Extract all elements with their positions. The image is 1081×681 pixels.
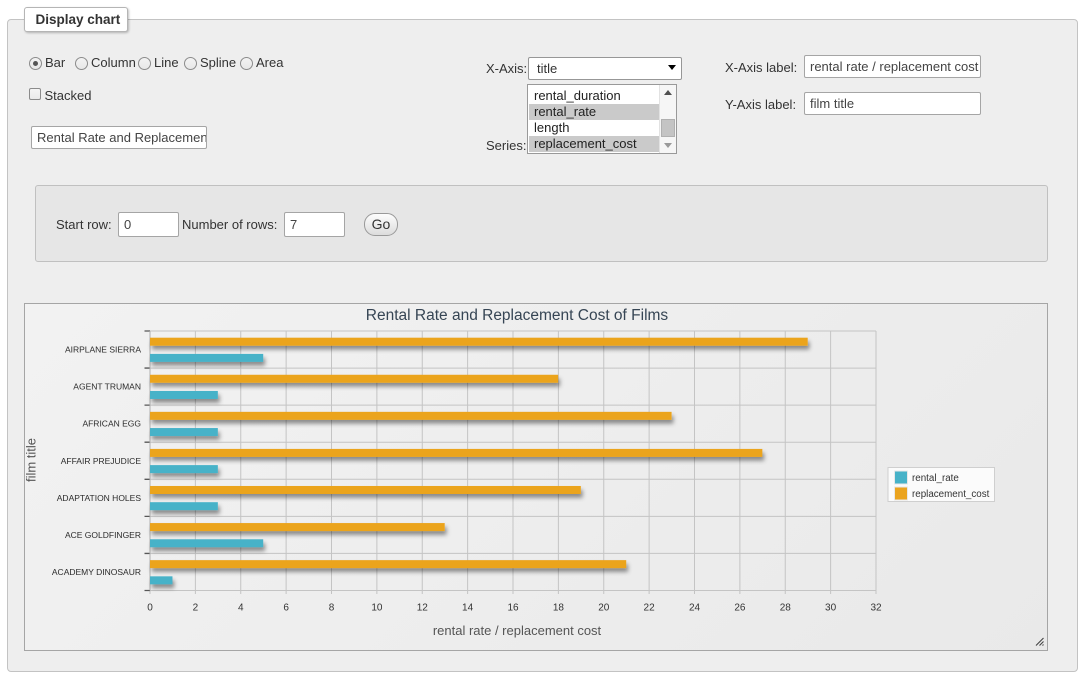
svg-text:14: 14 — [462, 603, 474, 614]
svg-text:28: 28 — [780, 603, 792, 614]
svg-text:10: 10 — [371, 603, 383, 614]
svg-text:12: 12 — [417, 603, 429, 614]
svg-text:30: 30 — [825, 603, 837, 614]
svg-text:18: 18 — [553, 603, 565, 614]
svg-text:2: 2 — [193, 603, 199, 614]
svg-text:20: 20 — [598, 603, 610, 614]
svg-text:32: 32 — [870, 603, 882, 614]
svg-text:rental_rate: rental_rate — [912, 473, 959, 484]
svg-text:24: 24 — [689, 603, 701, 614]
svg-text:8: 8 — [329, 603, 335, 614]
svg-text:film title: film title — [25, 438, 39, 482]
svg-text:ACE GOLDFINGER: ACE GOLDFINGER — [65, 530, 141, 540]
svg-text:ACADEMY DINOSAUR: ACADEMY DINOSAUR — [52, 567, 141, 577]
svg-text:AGENT TRUMAN: AGENT TRUMAN — [73, 382, 141, 392]
svg-text:AIRPLANE SIERRA: AIRPLANE SIERRA — [65, 345, 141, 355]
svg-text:16: 16 — [507, 603, 519, 614]
svg-text:0: 0 — [147, 603, 153, 614]
svg-text:22: 22 — [644, 603, 656, 614]
svg-text:26: 26 — [734, 603, 746, 614]
svg-text:6: 6 — [283, 603, 289, 614]
svg-text:ADAPTATION HOLES: ADAPTATION HOLES — [57, 493, 142, 503]
svg-text:4: 4 — [238, 603, 244, 614]
svg-text:AFRICAN EGG: AFRICAN EGG — [82, 419, 141, 429]
svg-text:AFFAIR PREJUDICE: AFFAIR PREJUDICE — [61, 456, 142, 466]
svg-text:rental rate / replacement cost: rental rate / replacement cost — [433, 623, 602, 638]
svg-text:replacement_cost: replacement_cost — [912, 489, 990, 500]
svg-text:Rental Rate and Replacement Co: Rental Rate and Replacement Cost of Film… — [366, 307, 669, 324]
